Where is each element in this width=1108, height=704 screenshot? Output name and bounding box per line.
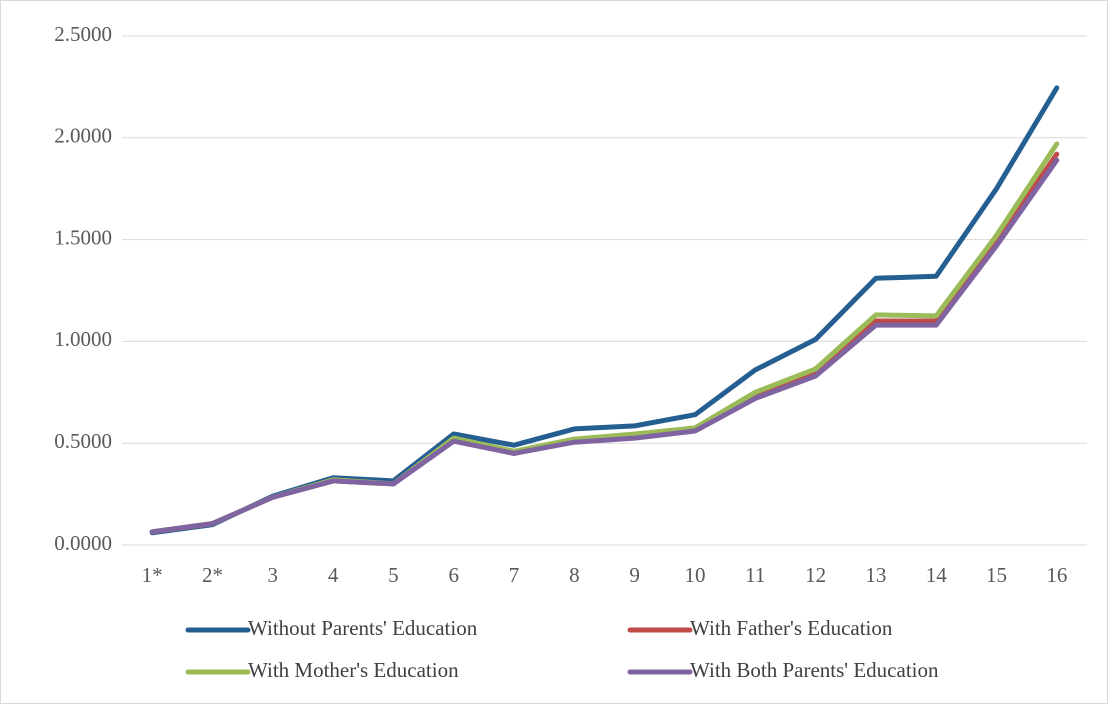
y-tick-label: 1.0000: [54, 327, 112, 351]
y-tick-label: 0.0000: [54, 531, 112, 555]
x-tick-label: 14: [926, 563, 948, 587]
x-tick-label: 1*: [142, 563, 163, 587]
x-tick-label: 16: [1046, 563, 1067, 587]
series-line: [149, 157, 1060, 535]
x-tick-label: 10: [684, 563, 705, 587]
y-tick-label: 2.0000: [54, 124, 112, 148]
legend-label: With Both Parents' Education: [690, 658, 939, 682]
legend-label: Without Parents' Education: [248, 616, 478, 640]
x-tick-label: 9: [629, 563, 640, 587]
x-tick-label: 13: [865, 563, 886, 587]
y-tick-label: 2.5000: [54, 22, 112, 46]
legend-label: With Father's Education: [690, 616, 893, 640]
x-tick-label: 11: [745, 563, 765, 587]
x-tick-label: 2*: [202, 563, 223, 587]
x-tick-label: 3: [268, 563, 279, 587]
x-tick-label: 12: [805, 563, 826, 587]
legend-label: With Mother's Education: [248, 658, 459, 682]
y-tick-label: 1.5000: [54, 225, 112, 249]
x-tick-label: 8: [569, 563, 580, 587]
x-tick-label: 5: [388, 563, 399, 587]
x-tick-label: 15: [986, 563, 1007, 587]
x-tick-label: 6: [448, 563, 459, 587]
x-tick-label: 4: [328, 563, 339, 587]
x-tick-label: 7: [509, 563, 520, 587]
y-tick-label: 0.5000: [54, 429, 112, 453]
